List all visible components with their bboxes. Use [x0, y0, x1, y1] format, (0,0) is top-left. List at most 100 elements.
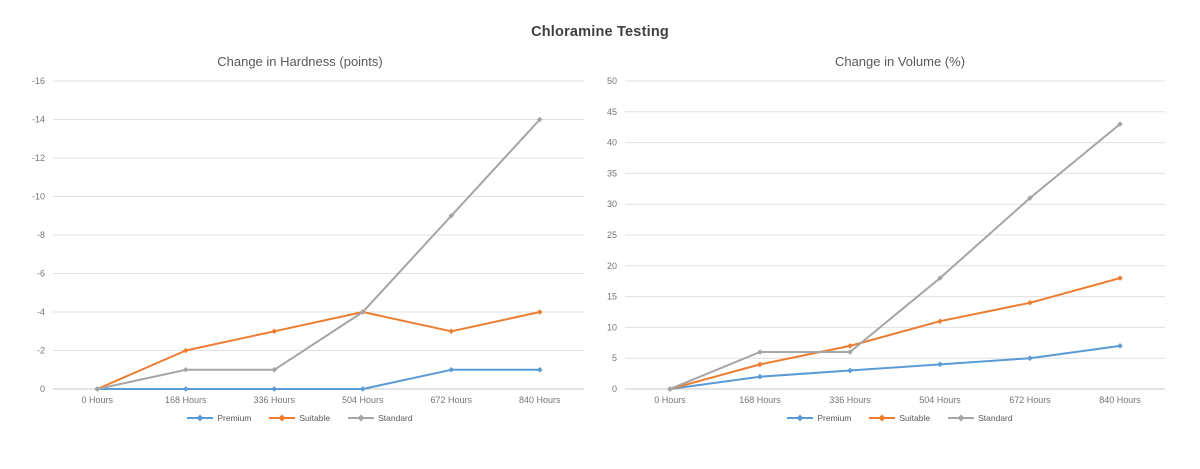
data-point-standard [182, 366, 189, 373]
y-tick-label: 0 [612, 384, 617, 394]
data-point-suitable [757, 361, 763, 368]
data-point-standard [1027, 195, 1033, 201]
legend-item-premium: Premium [187, 413, 251, 423]
y-tick-label: 5 [612, 353, 617, 363]
y-tick-label: 0 [40, 384, 45, 394]
legend-hardness: Premium Suitable Standard [0, 413, 600, 423]
series-line-standard [96, 118, 541, 390]
data-point-standard [359, 309, 366, 315]
x-tick-label: 840 Hours [519, 395, 561, 405]
x-tick-label: 0 Hours [81, 395, 113, 405]
y-tick-label: 25 [607, 230, 617, 240]
legend-line-marker-icon [269, 414, 296, 422]
y-tick-label: -4 [37, 307, 45, 317]
series-line-standard [669, 123, 1121, 390]
legend-diamond-icon [278, 414, 286, 422]
y-tick-label: 10 [607, 322, 617, 332]
legend-diamond-icon [878, 414, 886, 422]
legend-diamond-icon [796, 414, 804, 422]
legend-diamond-icon [357, 414, 365, 422]
data-point-standard [1117, 121, 1123, 127]
data-point-suitable [1117, 275, 1123, 281]
data-point-standard [757, 349, 763, 355]
x-tick-label: 504 Hours [342, 395, 384, 405]
series-line-premium [96, 368, 541, 390]
data-point-standard [94, 386, 101, 392]
legend-label: Premium [217, 413, 252, 423]
data-point-premium [1027, 355, 1033, 361]
y-tick-label: 45 [607, 107, 617, 117]
legend-line-marker-icon [187, 414, 214, 422]
x-tick-label: 840 Hours [1099, 395, 1141, 405]
chart-panel-volume: Change in Volume (%) 50 45 40 35 30 25 20 15 10 5… [600, 54, 1200, 423]
chart-title-volume: Change in Volume (%) [834, 54, 966, 69]
data-point-premium [448, 366, 455, 373]
data-point-premium [359, 386, 366, 392]
x-tick-label: 336 Hours [253, 395, 295, 405]
y-tick-label: 40 [607, 138, 617, 148]
legend-item-premium: Premium [787, 413, 851, 423]
legend-diamond-icon [957, 414, 965, 422]
data-point-standard [271, 366, 278, 373]
legend-line-marker-icon [869, 414, 896, 422]
y-tick-label: 20 [607, 261, 617, 271]
page-title: Chloramine Testing [531, 24, 669, 40]
data-point-suitable [271, 328, 278, 335]
x-tick-label: 168 Hours [739, 395, 781, 405]
hardness-line-chart: -16 -14 -12 -10 -8 -6 -4 -2 0 0 Hours 168 Hours 336… [32, 76, 584, 405]
legend-volume: Premium Suitable Standard [600, 413, 1200, 423]
data-point-suitable [182, 347, 189, 354]
series-line-suitable [669, 277, 1121, 390]
data-point-premium [182, 386, 189, 392]
legend-label: Standard [378, 413, 413, 423]
data-point-suitable [1027, 299, 1033, 306]
data-point-premium [937, 361, 943, 368]
x-tick-label: 336 Hours [829, 395, 871, 405]
data-point-suitable [536, 309, 543, 315]
series-line-premium [669, 344, 1121, 390]
legend-label: Premium [817, 413, 852, 423]
data-point-standard [667, 386, 673, 392]
x-tick-label: 672 Hours [430, 395, 472, 405]
legend-line-marker-icon [787, 414, 814, 422]
y-tick-label: -2 [37, 346, 45, 356]
legend-label: Standard [978, 413, 1013, 423]
y-tick-label: -16 [32, 76, 45, 86]
data-point-suitable [448, 328, 455, 335]
y-tick-label: -14 [32, 115, 45, 125]
legend-item-standard: Standard [348, 413, 413, 423]
chart-panel-hardness: Change in Hardness (points) -16 -14 -12 -10… [0, 54, 600, 423]
y-tick-label: 35 [607, 168, 617, 178]
data-point-suitable [937, 318, 943, 325]
chart-title-hardness: Change in Hardness (points) [217, 54, 383, 69]
x-tick-label: 672 Hours [1009, 395, 1051, 405]
y-tick-label: 30 [607, 199, 617, 209]
data-point-premium [847, 367, 853, 374]
x-tick-label: 504 Hours [919, 395, 961, 405]
y-tick-label: -6 [37, 269, 45, 279]
x-tick-label: 0 Hours [654, 395, 686, 405]
legend-item-standard: Standard [948, 413, 1013, 423]
data-point-suitable [847, 343, 853, 349]
data-point-standard [536, 116, 543, 123]
y-tick-label: 50 [607, 76, 617, 86]
data-point-premium [536, 366, 543, 373]
y-tick-label: -8 [37, 230, 45, 240]
legend-diamond-icon [196, 414, 204, 422]
y-tick-label: -12 [32, 153, 45, 163]
data-point-premium [271, 386, 278, 392]
x-tick-label: 168 Hours [165, 395, 207, 405]
data-point-premium [1117, 343, 1123, 349]
legend-item-suitable: Suitable [269, 413, 330, 423]
legend-label: Suitable [299, 413, 331, 423]
legend-item-suitable: Suitable [869, 413, 930, 423]
legend-line-marker-icon [348, 414, 375, 422]
legend-line-marker-icon [948, 414, 975, 422]
data-point-premium [757, 373, 763, 380]
y-tick-label: -10 [32, 192, 45, 202]
series-line-suitable [96, 311, 541, 390]
y-tick-label: 15 [607, 292, 617, 302]
legend-label: Suitable [899, 413, 931, 423]
